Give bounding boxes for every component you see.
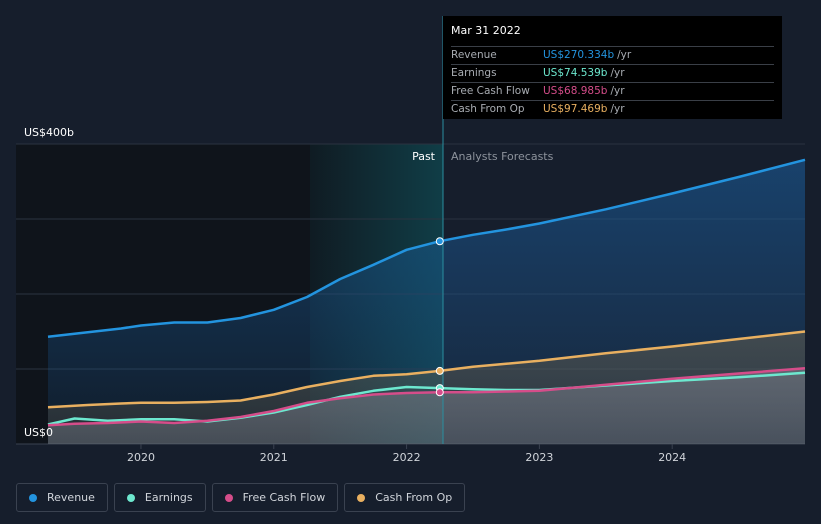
tooltip-value: US$270.334b (543, 49, 615, 61)
series-lines (47, 158, 806, 427)
tooltip-label: Earnings (451, 67, 497, 79)
tooltip-row-earnings: Earnings US$74.539b /yr (451, 64, 774, 82)
tooltip-label: Cash From Op (451, 103, 525, 115)
tooltip-marker-cash-from-op (435, 366, 444, 375)
tooltip-unit: /yr (610, 103, 625, 115)
legend-item-revenue[interactable]: Revenue (16, 483, 108, 512)
tooltip-unit: /yr (617, 49, 632, 61)
series-line-cash-from-op (47, 330, 806, 409)
tooltip-row-cash-from-op: Cash From Op US$97.469b /yr (451, 100, 774, 118)
legend-item-cash-from-op[interactable]: Cash From Op (344, 483, 466, 512)
earnings-dot-icon (126, 493, 135, 502)
tooltip-label: Revenue (451, 49, 497, 61)
tooltip-unit: /yr (610, 85, 625, 97)
series-line-free-cash-flow (47, 367, 806, 427)
x-axis-ticks: 2020 2021 2022 2023 2024 (127, 444, 686, 464)
tooltip-value: US$74.539b (543, 67, 608, 79)
tooltip: Mar 31 2022 Revenue US$270.334b /yr Earn… (443, 16, 782, 119)
x-tick-label: 2024 (658, 451, 686, 464)
revenue-dot-icon (29, 493, 37, 502)
legend-item-free-cash-flow[interactable]: Free Cash Flow (211, 483, 339, 512)
x-tick-label: 2022 (393, 451, 421, 464)
tooltip-markers (435, 237, 444, 397)
tooltip-value: US$97.469b (543, 103, 608, 115)
forecast-label: Analysts Forecasts (451, 150, 554, 163)
legend-label: Revenue (47, 491, 95, 504)
tooltip-unit: /yr (610, 67, 625, 79)
tooltip-value: US$68.985b (543, 85, 608, 97)
legend-label: Cash From Op (375, 491, 453, 504)
tooltip-marker-revenue (435, 237, 444, 246)
y-axis-bottom-label: US$0 (24, 426, 53, 439)
x-tick-label: 2023 (525, 451, 553, 464)
free-cash-flow-dot-icon (224, 493, 233, 502)
tooltip-row-revenue: Revenue US$270.334b /yr (451, 46, 774, 64)
series-line-revenue (47, 158, 806, 339)
x-tick-label: 2021 (260, 451, 288, 464)
tooltip-label: Free Cash Flow (451, 85, 530, 97)
tooltip-marker-free-cash-flow (435, 388, 444, 397)
cash-from-op-dot-icon (357, 493, 366, 502)
past-label: Past (412, 150, 436, 163)
series-area-free-cash-flow (48, 368, 805, 444)
legend-item-earnings[interactable]: Earnings (113, 483, 206, 512)
tooltip-date: Mar 31 2022 (451, 24, 521, 37)
x-tick-label: 2020 (127, 451, 155, 464)
legend: Revenue Earnings Free Cash Flow Cash Fro… (16, 483, 466, 512)
y-axis-top-label: US$400b (24, 126, 74, 139)
tooltip-row-free-cash-flow: Free Cash Flow US$68.985b /yr (451, 82, 774, 100)
legend-label: Free Cash Flow (242, 491, 326, 504)
legend-label: Earnings (144, 491, 193, 504)
